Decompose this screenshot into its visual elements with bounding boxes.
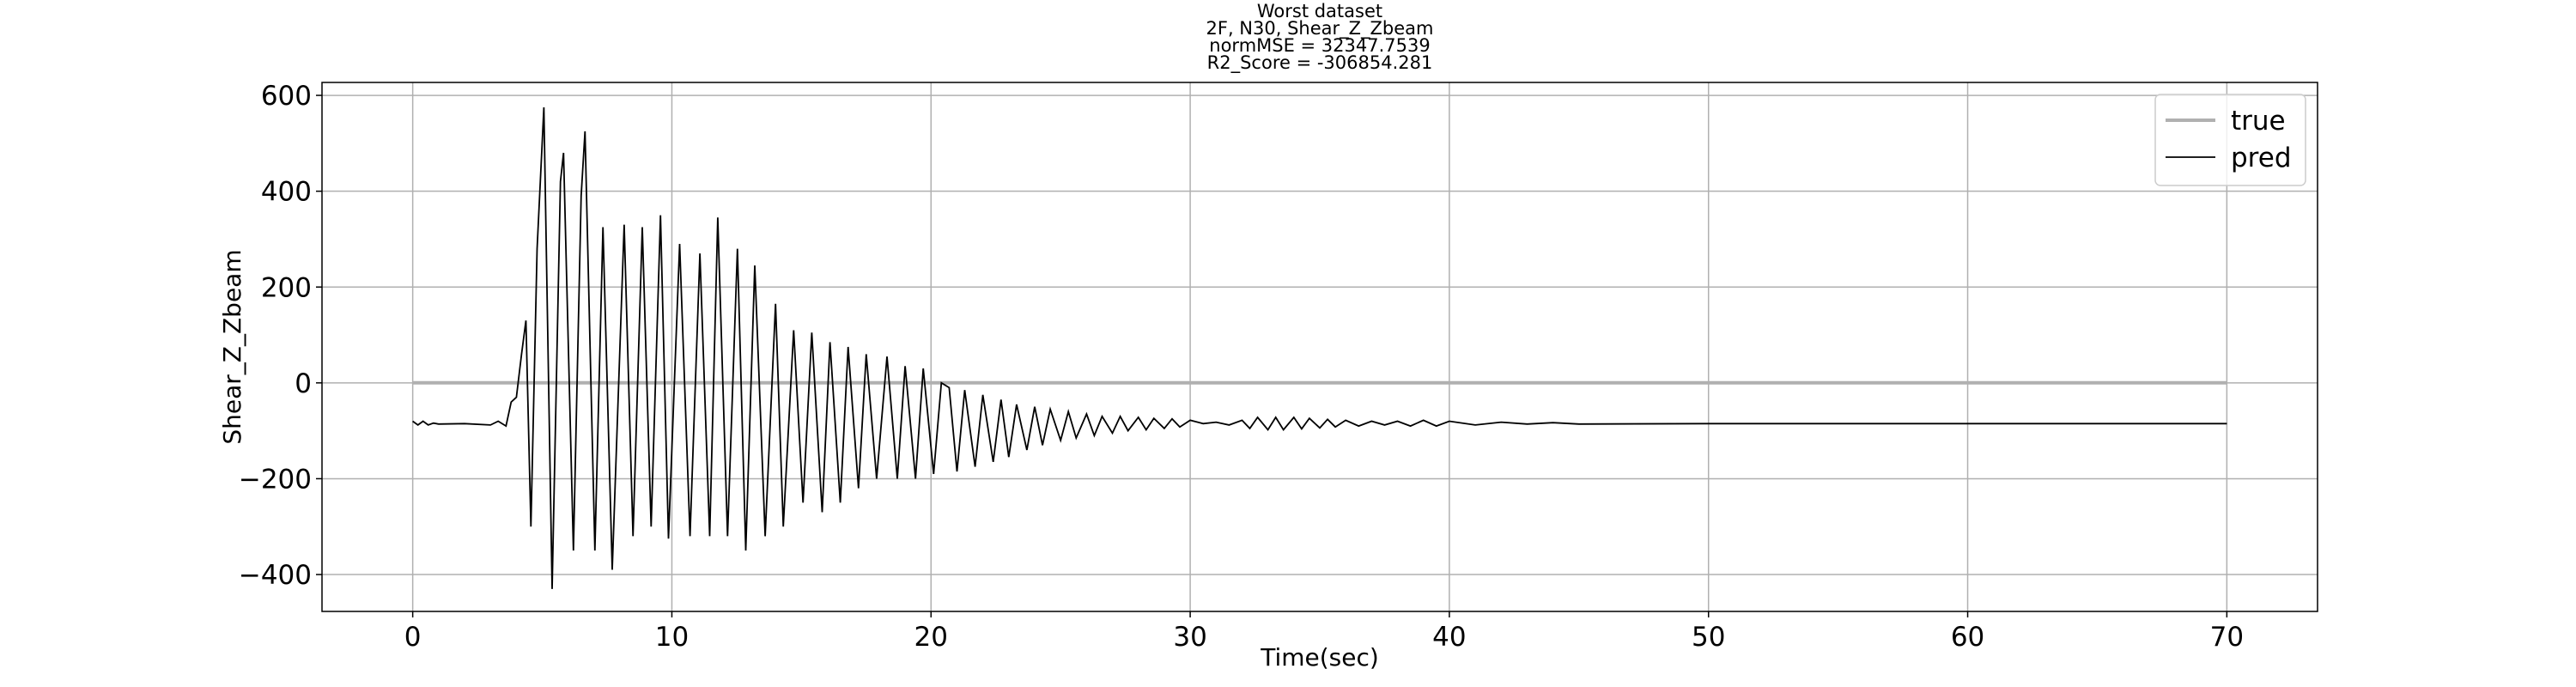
legend-label: pred <box>2231 143 2292 173</box>
y-tick-label: 600 <box>261 81 312 112</box>
legend-box <box>2154 94 2306 186</box>
y-tick-label: 200 <box>261 272 312 303</box>
y-tick-label: 0 <box>295 368 312 399</box>
x-tick-label: 10 <box>655 622 689 653</box>
y-axis-label: Shear_Z_Zbeam <box>218 249 246 444</box>
x-tick-label: 60 <box>1951 622 1984 653</box>
chart-title: Worst dataset <box>1257 1 1382 21</box>
x-tick-label: 40 <box>1432 622 1466 653</box>
x-tick-label: 20 <box>914 622 948 653</box>
chart-title: normMSE = 32347.7539 <box>1209 35 1430 56</box>
x-tick-label: 0 <box>404 622 422 653</box>
x-tick-label: 30 <box>1173 622 1206 653</box>
x-axis-label: Time(sec) <box>1260 643 1379 672</box>
legend-label: true <box>2231 106 2286 137</box>
x-tick-label: 50 <box>1692 622 1725 653</box>
y-tick-label: −200 <box>239 464 312 495</box>
legend: true pred <box>2154 94 2306 186</box>
x-tick-label: 70 <box>2210 622 2244 653</box>
series-line <box>412 106 2227 589</box>
y-tick-label: −400 <box>239 560 312 591</box>
y-tick-label: 400 <box>261 177 312 208</box>
plot-frame <box>321 82 2318 612</box>
chart-title: R2_Score = -306854.281 <box>1207 52 1433 74</box>
chart-title: 2F, N30, Shear_Z_Zbeam <box>1206 18 1434 40</box>
